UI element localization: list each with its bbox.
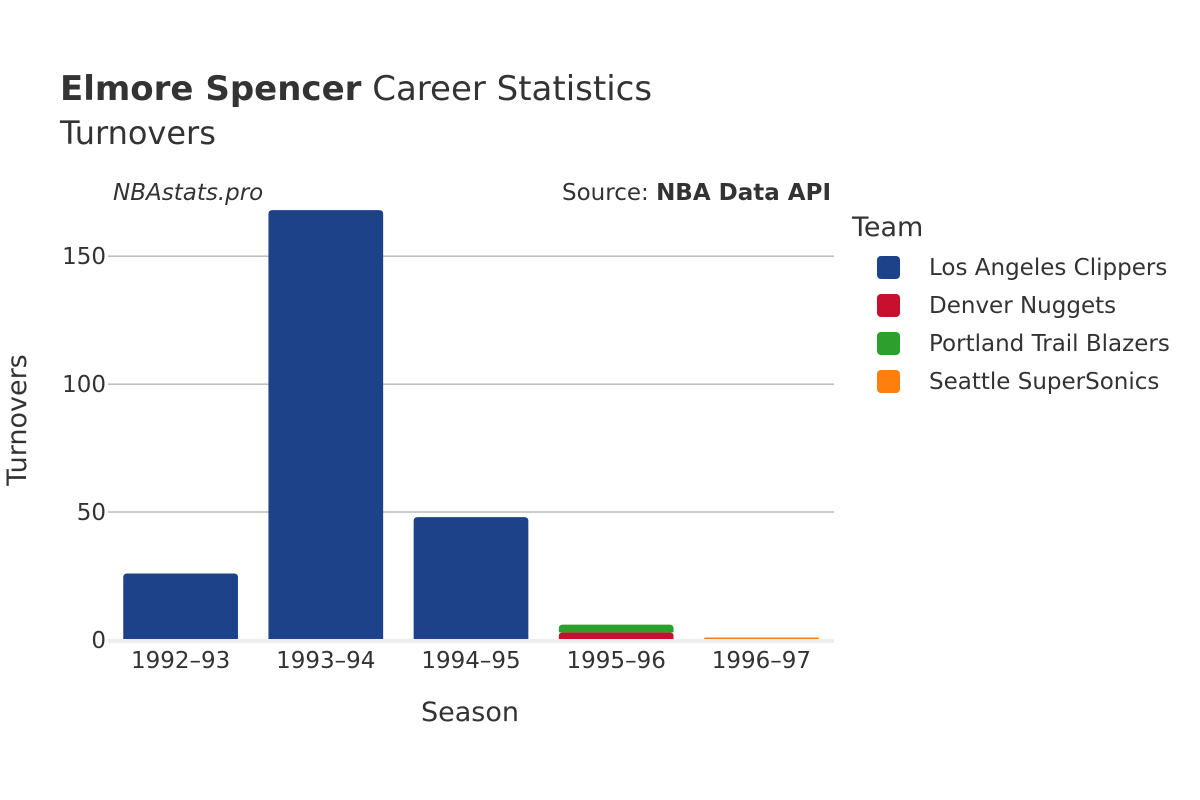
- title-player-name: Elmore Spencer: [60, 69, 362, 109]
- bars: [123, 210, 819, 640]
- chart-subtitle: Turnovers: [59, 114, 216, 152]
- chart-title: Elmore Spencer Career Statistics: [60, 69, 652, 109]
- bar: [558, 624, 674, 633]
- grid-lines: [108, 255, 834, 513]
- legend-swatch: [877, 370, 900, 393]
- legend-item-label: Los Angeles Clippers: [929, 255, 1167, 281]
- bar: [268, 210, 384, 640]
- y-tick-label: 0: [91, 628, 106, 654]
- source-name: NBA Data API: [656, 180, 831, 206]
- legend-item-label: Seattle SuperSonics: [929, 369, 1159, 395]
- y-tick-label: 50: [77, 500, 106, 526]
- x-tick-label: 1994–95: [421, 648, 520, 674]
- bar: [558, 632, 674, 640]
- legend-swatch: [877, 294, 900, 317]
- bar: [413, 517, 529, 640]
- y-tick-label: 100: [62, 372, 106, 398]
- x-tick-label: 1995–96: [567, 648, 666, 674]
- legend-item-label: Portland Trail Blazers: [929, 331, 1170, 357]
- legend-item-label: Denver Nuggets: [929, 293, 1116, 319]
- y-tick-label: 150: [62, 244, 106, 270]
- watermark: NBAstats.pro: [113, 180, 263, 206]
- axes: 0 50 100 150 1992–93 1993–94 1994–95 1995–96 199…: [62, 244, 834, 674]
- legend: Team Los Angeles Clippers Denver Nuggets P…: [851, 212, 1170, 395]
- x-tick-label: 1992–93: [131, 648, 230, 674]
- legend-swatch: [877, 332, 900, 355]
- x-tick-label: 1993–94: [276, 648, 375, 674]
- x-tick-label: 1996–97: [712, 648, 811, 674]
- bar: [123, 573, 238, 640]
- source-prefix: Source:: [562, 180, 656, 206]
- x-axis-title: Season: [421, 697, 519, 728]
- legend-title: Team: [851, 212, 923, 243]
- y-axis-title: Turnovers: [2, 354, 33, 487]
- legend-swatch: [877, 256, 900, 279]
- source-label: Source: NBA Data API: [562, 180, 831, 206]
- title-rest: Career Statistics: [361, 69, 652, 109]
